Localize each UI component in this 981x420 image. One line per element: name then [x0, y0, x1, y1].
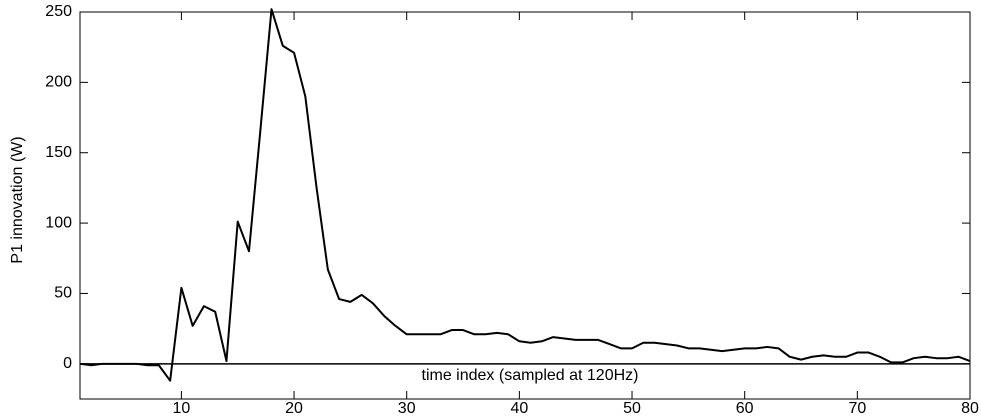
x-tick-label: 10 [172, 400, 190, 417]
x-tick-label: 40 [510, 400, 528, 417]
x-tick-label: 50 [623, 400, 641, 417]
y-tick-label: 100 [45, 214, 72, 231]
x-tick-label: 20 [285, 400, 303, 417]
y-tick-label: 50 [54, 285, 72, 302]
x-tick-label: 60 [736, 400, 754, 417]
y-tick-label: 0 [63, 355, 72, 372]
x-tick-label: 30 [398, 400, 416, 417]
y-axis-label: P1 innovation (W) [9, 136, 26, 263]
y-tick-label: 150 [45, 144, 72, 161]
plot-frame [79, 11, 971, 400]
x-axis-label: time index (sampled at 120Hz) [422, 367, 639, 384]
x-tick-label: 80 [961, 400, 979, 417]
data-line [79, 8, 971, 382]
y-tick-label: 250 [45, 3, 72, 20]
x-tick-label: 70 [848, 400, 866, 417]
y-tick-label: 200 [45, 74, 72, 91]
